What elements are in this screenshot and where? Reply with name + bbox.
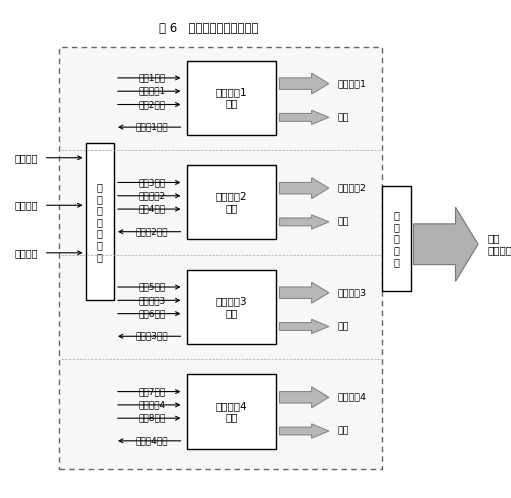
Text: 运
动
学
姿
态
解
算: 运 动 学 姿 态 解 算 bbox=[97, 182, 103, 262]
Text: 图 6   机器人整体控制流程图: 图 6 机器人整体控制流程图 bbox=[159, 22, 259, 35]
Polygon shape bbox=[280, 178, 329, 199]
Text: 运动: 运动 bbox=[337, 113, 349, 122]
Text: 电机2转速: 电机2转速 bbox=[138, 100, 166, 109]
Bar bbox=[85, 143, 114, 300]
Text: 履带单元3
控制: 履带单元3 控制 bbox=[216, 296, 247, 318]
Text: 电机7转速: 电机7转速 bbox=[138, 387, 166, 396]
Bar bbox=[187, 374, 275, 449]
Polygon shape bbox=[280, 387, 329, 408]
Text: 履带单元2: 履带单元2 bbox=[337, 184, 366, 193]
Polygon shape bbox=[280, 319, 329, 334]
Text: 偏转角度4: 偏转角度4 bbox=[138, 400, 166, 409]
Text: 运动: 运动 bbox=[337, 322, 349, 331]
Text: 履带单元4
控制: 履带单元4 控制 bbox=[216, 401, 247, 422]
Text: 电机5转速: 电机5转速 bbox=[138, 282, 166, 291]
Text: 整体
全向运动: 整体 全向运动 bbox=[487, 234, 511, 255]
Text: 偏转角度2: 偏转角度2 bbox=[138, 191, 166, 200]
Bar bbox=[187, 61, 275, 135]
Bar bbox=[382, 186, 411, 291]
Text: 履带单元3: 履带单元3 bbox=[337, 288, 366, 297]
Text: 履带单元4: 履带单元4 bbox=[337, 393, 366, 402]
Text: 履带单元1: 履带单元1 bbox=[337, 79, 366, 88]
Text: 电位器2电压: 电位器2电压 bbox=[136, 227, 168, 236]
Polygon shape bbox=[280, 73, 329, 94]
Text: 机体朝向: 机体朝向 bbox=[15, 248, 38, 258]
Polygon shape bbox=[280, 424, 329, 438]
Text: 电位器1电压: 电位器1电压 bbox=[136, 123, 169, 131]
Text: 运动: 运动 bbox=[337, 426, 349, 436]
Text: 电机3转速: 电机3转速 bbox=[138, 178, 166, 187]
Text: 电机6转速: 电机6转速 bbox=[138, 309, 166, 318]
Text: 电机8转速: 电机8转速 bbox=[138, 414, 166, 423]
Bar bbox=[59, 47, 382, 469]
Text: 电位器4电压: 电位器4电压 bbox=[136, 436, 168, 445]
Text: 履带单元1
控制: 履带单元1 控制 bbox=[216, 87, 247, 109]
Bar bbox=[187, 165, 275, 240]
Text: 电机1转速: 电机1转速 bbox=[138, 73, 166, 82]
Polygon shape bbox=[280, 215, 329, 229]
Text: 运动方向: 运动方向 bbox=[15, 200, 38, 210]
Text: 运动: 运动 bbox=[337, 218, 349, 227]
Bar bbox=[187, 270, 275, 344]
Polygon shape bbox=[413, 207, 478, 281]
Text: 偏转角度3: 偏转角度3 bbox=[138, 296, 166, 305]
Text: 偏转角度1: 偏转角度1 bbox=[138, 87, 166, 96]
Text: 电位器3电压: 电位器3电压 bbox=[136, 332, 169, 341]
Polygon shape bbox=[280, 282, 329, 303]
Text: 电机4转速: 电机4转速 bbox=[138, 205, 166, 214]
Text: 运动速度: 运动速度 bbox=[15, 153, 38, 163]
Polygon shape bbox=[280, 110, 329, 124]
Text: 履带单元2
控制: 履带单元2 控制 bbox=[216, 192, 247, 213]
Text: 机
器
人
主
体: 机 器 人 主 体 bbox=[393, 210, 399, 267]
